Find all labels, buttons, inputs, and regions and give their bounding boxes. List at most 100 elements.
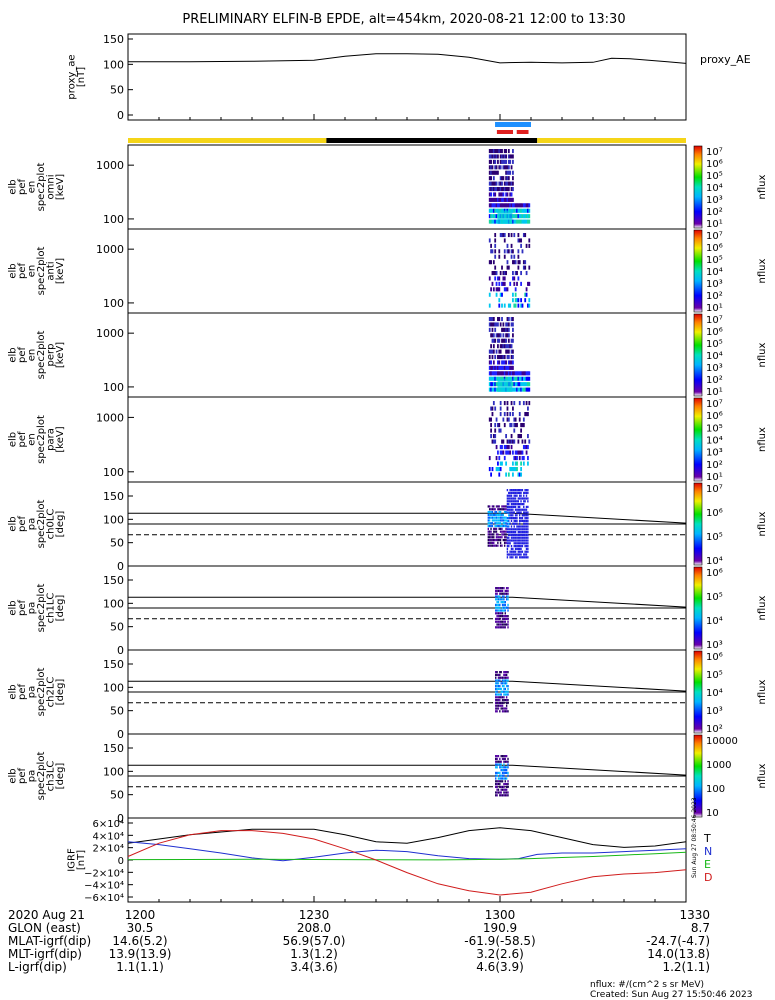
pitch-angle-cell [527,547,529,551]
pitch-angle-cell [500,615,502,618]
pitch-angle-cell [495,707,497,710]
pitch-angle-cell [488,510,491,514]
pitch-angle-cell [520,553,522,556]
pitch-angle-cell [495,617,497,621]
pitch-angle-cell [524,550,526,553]
pitch-angle-cell [501,682,504,685]
pitch-angle-cell [505,707,508,710]
pitch-angle-cell [527,522,529,525]
spectrogram-cell [517,387,520,392]
pitch-angle-cell [510,536,513,539]
pitch-angle-cell [500,587,502,590]
spectrogram-cell [495,181,498,186]
spectrogram-cell [514,303,517,308]
igrf-D-line [127,830,687,896]
pitch-angle-cell [501,623,504,626]
pitch-angle-cell [503,771,505,775]
spectrogram-cell [507,203,510,208]
y-tick-label: 150 [103,33,124,46]
pitch-angle-cell [495,766,497,769]
pitch-angle-cell [508,517,510,520]
pitch-angle-cell [503,774,505,777]
pitch-angle-cell [503,693,505,696]
pitch-angle-cell [500,780,502,783]
pitch-angle-cell [518,536,521,539]
spectrogram-cell [513,428,516,433]
pitch-angle-cell [508,533,510,537]
pitch-angle-cell [513,525,515,528]
pitch-angle-cell [504,693,506,696]
spectrogram-cell [494,338,497,343]
spectrogram-cell [488,417,491,422]
spectrogram-cell [518,387,521,392]
pitch-angle-cell [497,544,499,547]
spectrogram-cell [517,450,520,455]
spectrogram-cell [521,423,524,428]
spectrogram-cell [492,365,495,370]
spectrogram-cell [491,170,494,175]
spectrogram-cell [492,382,495,387]
spectrogram-cell [506,401,509,406]
spectrogram-cell [494,434,497,439]
y-tick-label: 100 [103,213,124,226]
y-axis-label: ch0LC [45,509,56,540]
spectrogram-cell [488,170,491,175]
pitch-angle-cell [523,511,525,514]
pitch-angle-cell [507,763,509,766]
spectrogram-cell [520,271,523,276]
spectrogram-cell [501,203,503,208]
spectrogram-cell [492,197,495,202]
spectrogram-cell [505,365,508,370]
spectrogram-cell [510,254,513,259]
spectrogram-cell [503,165,506,170]
pitch-angle-cell [495,704,497,707]
spectrogram-cell [512,387,514,392]
pitch-angle-cell [508,497,510,500]
spectrogram-cell [491,327,494,332]
pitch-angle-cell [497,685,500,688]
pitch-angle-cell [495,676,497,679]
pitch-angle-cell [500,690,502,693]
x-tick-value-mlt: 1.3(1.2) [290,947,338,961]
pitch-angle-cell [524,489,526,492]
pitch-angle-cell [504,690,506,693]
spectrogram-cell [503,338,506,343]
spectrogram-cell [503,423,506,428]
y-axis-label: ch3LC [45,761,56,792]
pitch-angle-cell [501,699,504,702]
pitch-angle-cell [488,516,491,519]
pitch-angle-cell [495,755,497,758]
spectrogram-cell [525,401,528,406]
pitch-angle-cell [503,788,505,791]
y-axis-label: elb [7,347,18,362]
spectrogram-cell [494,327,497,332]
pitch-angle-cell [497,601,500,604]
pitch-angle-cell [491,541,494,544]
pitch-angle-cell [503,676,505,679]
pitch-angle-cell [505,783,508,786]
pitch-angle-cell [496,615,498,618]
colorbar-tick-label: 10³ [706,448,723,459]
spectrogram-cell [491,181,494,186]
pitch-angle-cell [493,544,495,547]
spectrogram-cell [495,333,498,338]
pitch-angle-cell [501,780,504,783]
pitch-angle-cell [521,503,524,506]
spectrogram-cell [488,176,491,181]
spectrogram-cell [501,344,503,349]
spectrogram-cell [503,233,506,238]
spectrogram-cell [505,192,508,197]
spectrogram-cell [502,355,505,360]
pitch-angle-cell [505,701,508,705]
y-axis-label: spec2plot [36,415,47,464]
y-axis-label: [keV] [55,174,66,200]
pitch-angle-cell [524,528,526,531]
spectrogram-cell [494,387,497,392]
pitch-angle-cell [502,516,505,519]
spectrogram-cell [491,203,494,208]
pitch-angle-cell [490,527,492,530]
spectrogram-cell [495,165,498,170]
spectrogram-cell [494,428,497,433]
pitch-angle-cell [499,589,501,593]
pitch-angle-cell [503,710,505,713]
